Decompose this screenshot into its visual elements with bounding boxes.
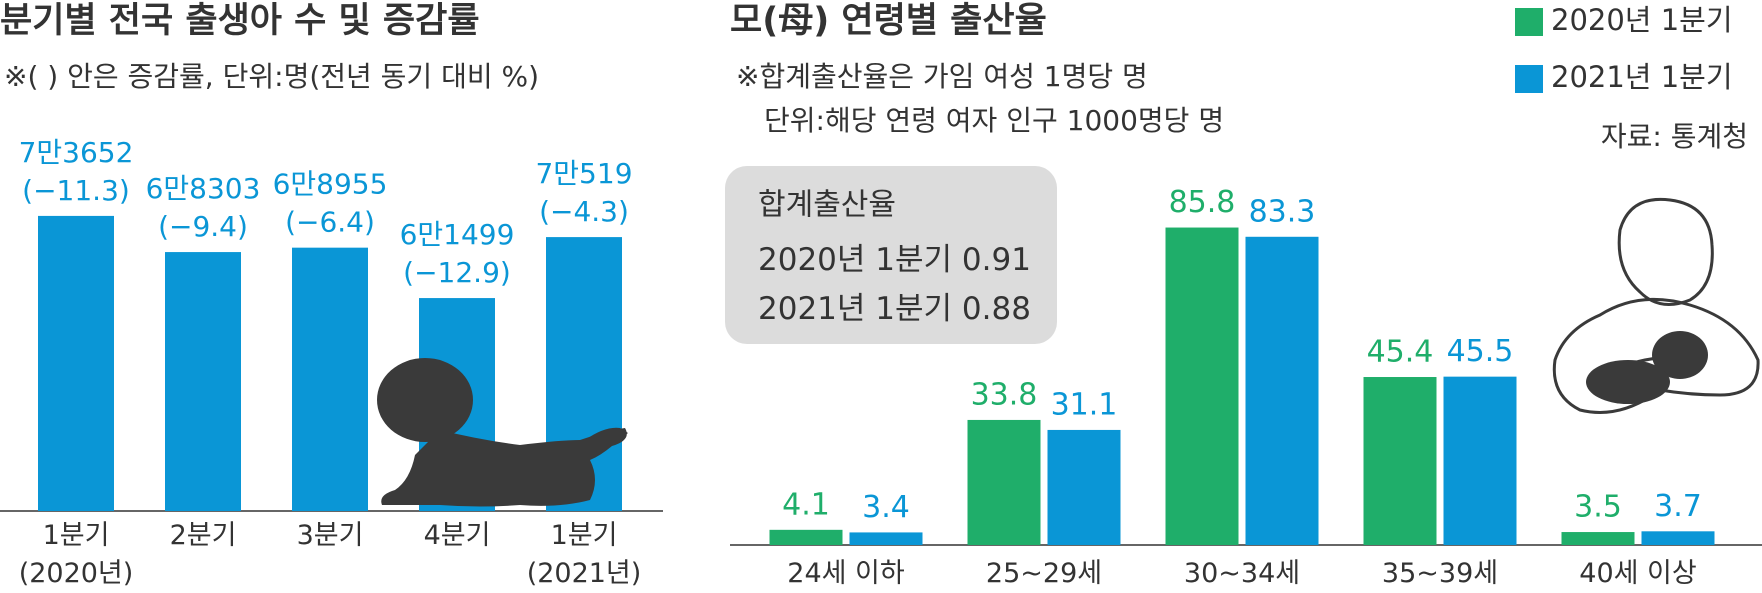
x-tick-label: 1분기 (2020년)	[18, 520, 134, 589]
x-tick-label: 3분기	[296, 520, 364, 551]
value-label: 7만519	[535, 157, 632, 190]
chart-title: 분기별 전국 출생아 수 및 증감률	[0, 1, 480, 41]
legend-swatch	[1515, 8, 1543, 36]
value-label: 3.7	[1654, 489, 1702, 524]
bar	[849, 532, 923, 545]
value-label: 3.4	[862, 490, 910, 525]
bar	[1561, 532, 1635, 545]
bar	[1245, 236, 1319, 546]
source: 자료: 통계청	[1601, 120, 1748, 153]
bar	[769, 529, 843, 545]
bar	[1047, 429, 1121, 545]
x-tick-label: 35~39세	[1381, 558, 1499, 589]
summary-name: 2021년 1분기	[758, 291, 952, 327]
x-tick-label: 25~29세	[985, 558, 1103, 589]
note: ※합계출산율은 가임 여성 1명당 명	[736, 60, 1148, 93]
legend-label: 2021년 1분기	[1551, 60, 1733, 94]
change-label: (−6.4)	[285, 206, 375, 239]
x-tick-label: 4분기	[423, 520, 491, 551]
chart-subtitle: ※( ) 안은 증감률, 단위:명(전년 동기 대비 %)	[4, 60, 539, 93]
bar	[1165, 227, 1239, 546]
legend-swatch	[1515, 65, 1543, 93]
bar	[38, 215, 114, 511]
value-label: 4.1	[782, 487, 830, 522]
value-label: 33.8	[971, 377, 1038, 412]
chart-title: 모(母) 연령별 출산율	[730, 1, 1047, 41]
summary-title: 합계출산율	[758, 188, 896, 223]
baby-illustration	[377, 358, 628, 507]
value-label: 45.5	[1447, 334, 1514, 369]
x-tick-label: 40세 이상	[1579, 558, 1697, 589]
bar	[1641, 531, 1715, 545]
value-label: 3.5	[1574, 490, 1622, 525]
legend-label: 2020년 1분기	[1551, 3, 1733, 37]
summary-row: 2021년 1분기 0.88	[758, 291, 1031, 327]
change-label: (−4.3)	[539, 195, 629, 228]
x-tick-label: 2분기	[169, 520, 237, 551]
summary-box	[725, 166, 1057, 344]
bar	[967, 419, 1041, 545]
value-label: 45.4	[1367, 335, 1434, 370]
summary-name: 2020년 1분기	[758, 242, 952, 278]
x-tick-label: 1분기 (2021년)	[526, 520, 642, 589]
change-label: (−12.9)	[403, 256, 511, 289]
infant-illustration	[1586, 331, 1708, 404]
summary-value: 0.88	[962, 291, 1031, 327]
value-label: 31.1	[1051, 387, 1118, 422]
value-label: 6만8955	[273, 168, 388, 201]
value-label: 6만1499	[400, 218, 515, 251]
value-label: 6만8303	[146, 172, 261, 205]
x-tick-label: 30~34세	[1183, 558, 1301, 589]
bar	[1363, 377, 1437, 545]
note: 단위:해당 연령 여자 인구 1000명당 명	[764, 104, 1224, 137]
bar	[165, 252, 241, 511]
bar	[1443, 376, 1517, 545]
change-label: (−11.3)	[22, 174, 130, 207]
value-label: 7만3652	[19, 136, 134, 169]
bar	[292, 247, 368, 512]
value-label: 83.3	[1249, 194, 1316, 229]
change-label: (−9.4)	[158, 210, 248, 243]
summary-row: 2020년 1분기 0.91	[758, 242, 1031, 278]
summary-value: 0.91	[962, 242, 1031, 278]
x-tick-label: 24세 이하	[787, 558, 905, 589]
value-label: 85.8	[1169, 185, 1236, 220]
